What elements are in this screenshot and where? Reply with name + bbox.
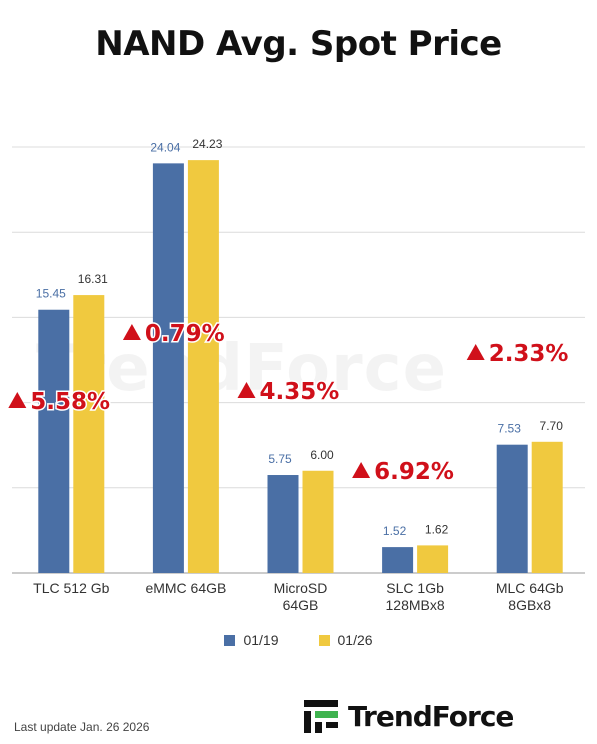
change-label: 2.33% [489,341,569,367]
data-label: 5.75 [268,452,292,466]
x-tick-label: MLC 64Gb [496,580,564,596]
data-label: 6.00 [310,448,334,462]
data-label: 24.23 [192,137,222,151]
increase-arrow-icon [466,344,485,360]
chart-title: NAND Avg. Spot Price [95,24,502,64]
x-tick-label: 8GBx8 [508,597,551,613]
change-label: 4.35% [260,379,340,405]
increase-arrow-icon [237,382,256,398]
change-label: 0.79% [145,321,225,347]
bar [267,475,299,573]
data-label: 7.53 [498,422,522,436]
increase-arrow-icon [352,462,371,478]
data-label: 1.52 [383,524,407,538]
chart-legend: 01/19 01/26 [0,632,597,648]
legend-label: 01/19 [243,632,279,648]
bar [496,444,528,573]
x-tick-label: SLC 1Gb [386,580,444,596]
x-tick-label: TLC 512 Gb [33,580,109,596]
increase-arrow-icon [122,324,141,340]
legend-swatch [224,634,236,646]
data-label: 7.70 [540,419,564,433]
last-update-note: Last update Jan. 26 2026 [14,720,150,734]
data-label: 24.04 [150,140,180,154]
data-label: 1.62 [425,522,449,536]
brand-logo: TrendForce [302,696,514,736]
legend-swatch [318,634,330,646]
bar [187,160,219,574]
change-label: 5.58% [30,389,110,415]
trendforce-logo-icon [304,700,338,733]
x-tick-label: eMMC 64GB [145,580,226,596]
bar [531,441,563,573]
x-tick-label: 64GB [283,597,319,613]
bar [302,470,334,573]
bar-chart: 15.45 16.31 TLC 512 Gb 5.58% 24.04 24.23 eMMC … [8,137,585,613]
x-tick-label: 128MBx8 [386,597,445,613]
bar [417,545,449,573]
brand-name: TrendForce [348,699,514,733]
legend-label: 01/26 [337,632,373,648]
increase-arrow-icon [8,392,27,408]
bar [38,309,70,573]
legend-item: 01/26 [318,632,373,648]
data-label: 16.31 [78,272,108,286]
x-tick-label: MicroSD [274,580,328,596]
bar [382,547,414,573]
bar [73,295,105,573]
data-label: 15.45 [36,287,66,301]
legend-item: 01/19 [224,632,279,648]
change-label: 6.92% [374,459,454,485]
bar [152,163,184,573]
